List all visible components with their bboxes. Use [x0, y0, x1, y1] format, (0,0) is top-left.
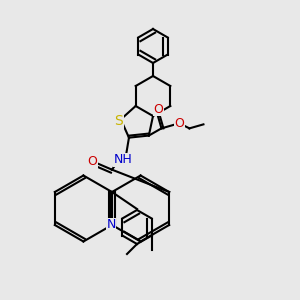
Text: O: O	[154, 103, 164, 116]
Text: S: S	[114, 114, 123, 128]
Text: NH: NH	[114, 153, 132, 166]
Text: O: O	[87, 155, 97, 168]
Text: N: N	[106, 218, 116, 232]
Text: O: O	[175, 117, 184, 130]
